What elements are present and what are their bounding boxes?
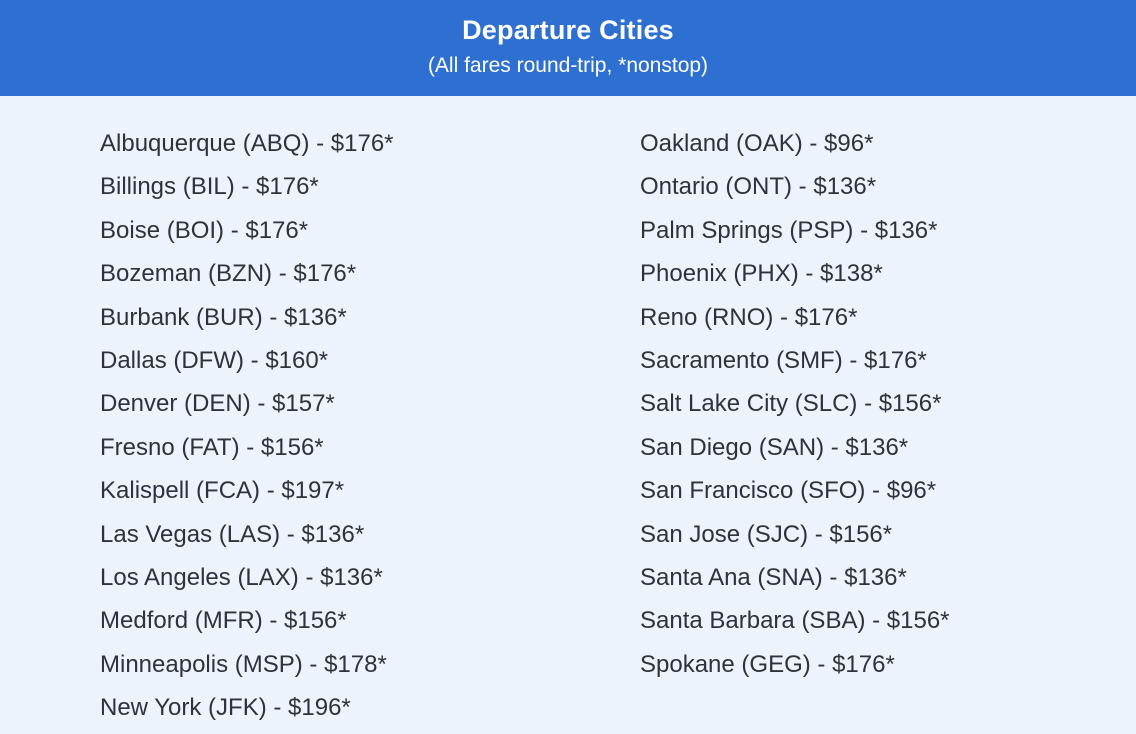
fare-item: Denver (DEN) - $157* xyxy=(100,390,335,418)
fare-item: Medford (MFR) - $156* xyxy=(100,607,347,635)
fare-item: Kalispell (FCA) - $197* xyxy=(100,477,345,505)
fare-item: Oakland (OAK) - $96* xyxy=(640,130,874,157)
fare-item: Reno (RNO) - $176* xyxy=(640,303,858,331)
fare-column-left: Albuquerque (ABQ) - $176* Billings (BIL)… xyxy=(100,122,640,730)
fare-item: San Diego (SAN) - $136* xyxy=(640,433,909,461)
fare-disclaimer-subtitle: (All fares round-trip, *nonstop) xyxy=(427,54,709,77)
fare-item: Spokane (GEG) - $176* xyxy=(640,650,895,678)
fare-item: Sacramento (SMF) - $176* xyxy=(640,347,927,375)
fare-item: Las Vegas (LAS) - $136* xyxy=(100,520,365,548)
fare-item: San Francisco (SFO) - $96* xyxy=(640,477,937,505)
departure-cities-banner: Departure Cities (All fares round-trip, … xyxy=(0,0,1136,96)
page-title: Departure Cities xyxy=(462,15,674,45)
fare-item: Fresno (FAT) - $156* xyxy=(100,433,324,461)
fare-item: Albuquerque (ABQ) - $176* xyxy=(100,130,394,157)
fare-list-left: Albuquerque (ABQ) - $176* Billings (BIL)… xyxy=(100,122,640,730)
fare-item: Ontario (ONT) - $136* xyxy=(640,173,877,201)
fare-item: Billings (BIL) - $176* xyxy=(100,173,319,201)
fare-list-right: Oakland (OAK) - $96* Ontario (ONT) - $13… xyxy=(640,122,1136,686)
fare-item: Palm Springs (PSP) - $136* xyxy=(640,216,938,244)
fare-item: Minneapolis (MSP) - $178* xyxy=(100,650,387,678)
fare-column-right: Oakland (OAK) - $96* Ontario (ONT) - $13… xyxy=(640,122,1136,730)
fare-item: Bozeman (BZN) - $176* xyxy=(100,260,357,288)
fare-item: San Jose (SJC) - $156* xyxy=(640,520,893,548)
fare-item: Dallas (DFW) - $160* xyxy=(100,347,329,375)
fare-item: Boise (BOI) - $176* xyxy=(100,216,309,244)
fare-item: Santa Ana (SNA) - $136* xyxy=(640,564,907,592)
fare-item: Phoenix (PHX) - $138* xyxy=(640,260,883,288)
fare-item: New York (JFK) - $196* xyxy=(100,694,351,722)
fare-item: Los Angeles (LAX) - $136* xyxy=(100,564,383,592)
fare-item: Santa Barbara (SBA) - $156* xyxy=(640,607,950,635)
fare-list-content: Albuquerque (ABQ) - $176* Billings (BIL)… xyxy=(0,96,1136,730)
fare-item: Burbank (BUR) - $136* xyxy=(100,303,347,331)
fare-item: Salt Lake City (SLC) - $156* xyxy=(640,390,942,418)
